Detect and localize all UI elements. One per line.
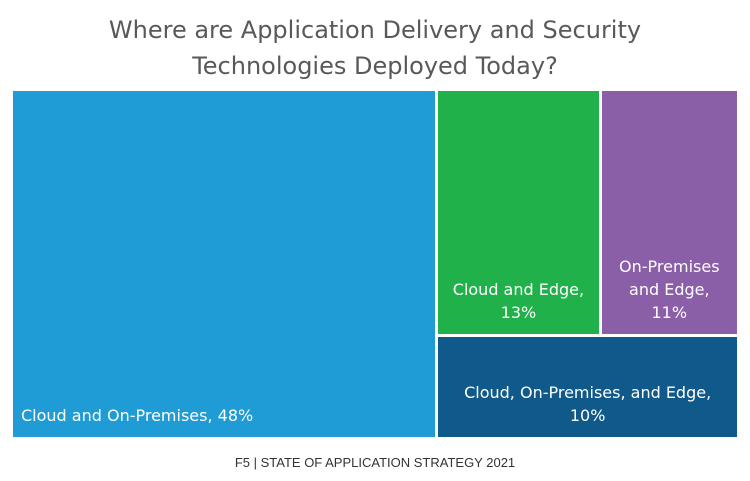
value-label: 10%	[569, 405, 606, 425]
tile: On-Premises and Edge, 11%	[601, 91, 737, 334]
value-label: 13%	[500, 302, 537, 322]
tile-label: Cloud, On-Premises, and Edge, 10%	[446, 381, 729, 427]
source: F5 | STATE OF APPLICATION STRATEGY 2021	[234, 455, 516, 470]
category-label: Cloud and On-Premises,	[21, 406, 213, 425]
category-label: Cloud and Edge,	[452, 279, 585, 299]
tile-label: Cloud and On-Premises, 48%	[21, 404, 427, 427]
value-label: 48%	[217, 406, 254, 425]
tile-label: On-Premises and Edge, 11%	[610, 255, 729, 324]
tile: Cloud and On-Premises, 48%	[13, 91, 436, 437]
category-label: On-Premises and Edge,	[619, 256, 720, 299]
tile: Cloud and Edge, 13%	[438, 91, 599, 334]
value-label: 11%	[651, 302, 688, 322]
treemap: Cloud and On-Premises, 48% Cloud and Edge…	[13, 91, 737, 437]
chart-title: Where are Application Delivery and Secur…	[108, 16, 642, 80]
tile-label: Cloud and Edge, 13%	[446, 278, 590, 324]
tile: Cloud, On-Premises, and Edge, 10%	[438, 336, 737, 437]
category-label: Cloud, On-Premises, and Edge,	[464, 382, 712, 402]
